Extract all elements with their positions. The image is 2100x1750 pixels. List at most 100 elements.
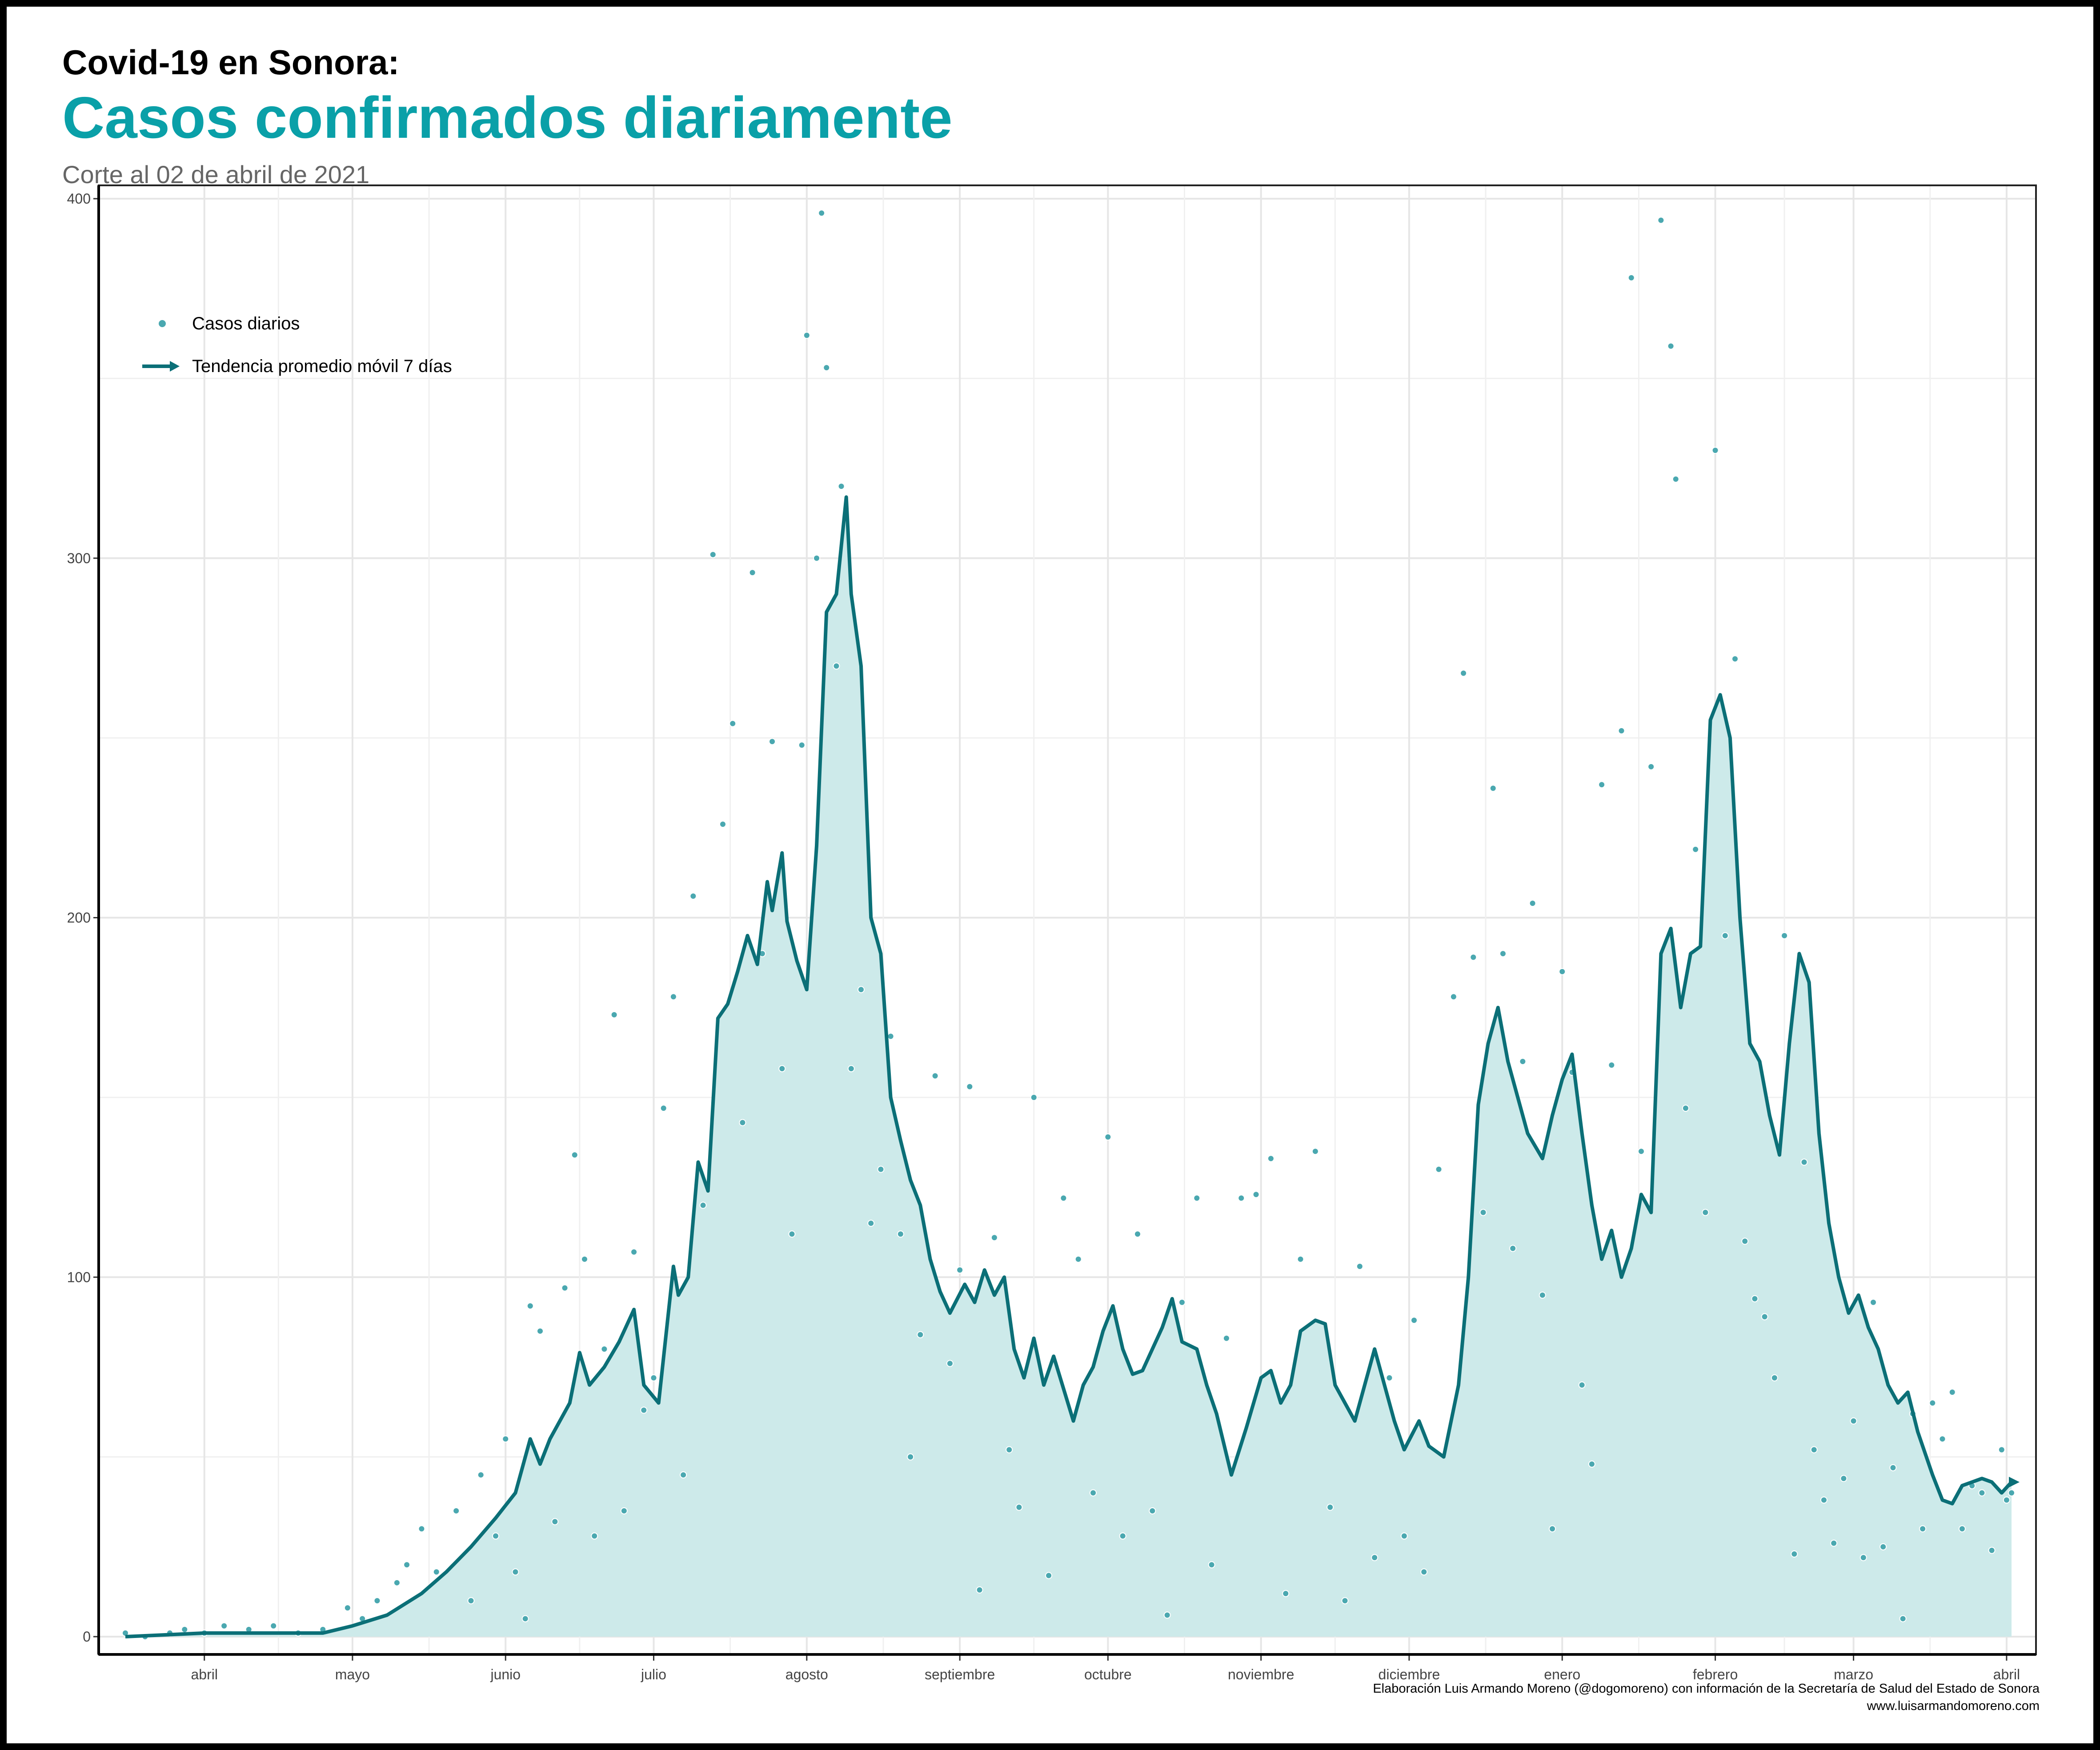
daily-case-point [492, 1532, 500, 1540]
daily-case-point [1529, 900, 1536, 907]
x-tick-label: abril [191, 1666, 217, 1682]
x-tick-label: diciembre [1379, 1666, 1440, 1682]
daily-case-point [1208, 1561, 1215, 1569]
daily-case-point [1608, 1061, 1615, 1069]
daily-case-point [581, 1255, 588, 1263]
daily-case-point [2003, 1496, 2010, 1504]
legend-label-line: Tendencia promedio móvil 7 días [192, 356, 452, 376]
daily-case-point [1006, 1446, 1013, 1454]
daily-case-point [1549, 1525, 1556, 1533]
daily-case-point [1134, 1230, 1142, 1238]
daily-case-point [1435, 1165, 1443, 1173]
daily-case-point [1791, 1550, 1798, 1558]
daily-case-point [373, 1597, 381, 1605]
daily-case-point [1045, 1572, 1053, 1579]
daily-case-point [1899, 1615, 1907, 1622]
daily-case-point [571, 1151, 578, 1159]
daily-case-point [867, 1219, 875, 1227]
daily-case-point [1479, 1209, 1487, 1216]
daily-case-point [1741, 1237, 1749, 1245]
daily-case-point [1386, 1374, 1393, 1382]
y-tick-label: 400 [67, 191, 91, 207]
caption: Elaboración Luis Armando Moreno (@dogomo… [1373, 1680, 2040, 1715]
daily-case-point [418, 1525, 425, 1533]
x-tick-label: mayo [335, 1666, 370, 1682]
daily-case-point [917, 1331, 924, 1338]
daily-case-point [1539, 1291, 1546, 1299]
daily-case-point [1800, 1158, 1808, 1166]
daily-case-point [1667, 342, 1675, 350]
daily-case-point [1672, 475, 1679, 483]
daily-case-point [769, 738, 776, 745]
daily-case-point [1311, 1148, 1319, 1155]
daily-case-point [1919, 1525, 1927, 1533]
y-tick-label: 100 [67, 1269, 91, 1285]
daily-case-point [344, 1604, 351, 1612]
daily-case-point [1929, 1399, 1936, 1407]
daily-case-point [1647, 763, 1655, 770]
x-tick-label: octubre [1084, 1666, 1132, 1682]
daily-case-point [709, 551, 717, 558]
daily-case-point [1371, 1554, 1379, 1562]
daily-case-point [650, 1374, 657, 1382]
daily-case-point [1015, 1503, 1023, 1511]
daily-case-point [990, 1234, 998, 1241]
daily-case-point [1751, 1295, 1759, 1302]
trend-arrow-head [2009, 1477, 2020, 1488]
daily-case-point [1869, 1298, 1877, 1306]
daily-case-point [669, 993, 677, 1001]
daily-case-point [1978, 1489, 1986, 1497]
daily-case-point [1860, 1554, 1867, 1562]
trend-area [125, 497, 2012, 1637]
daily-case-point [1721, 932, 1729, 939]
daily-case-point [1090, 1489, 1097, 1497]
daily-case-point [2008, 1489, 2015, 1497]
legend-point-key [142, 315, 182, 332]
daily-case-point [467, 1597, 475, 1605]
daily-case-point [1074, 1255, 1082, 1263]
daily-case-point [1297, 1255, 1304, 1263]
x-tick-label: junio [490, 1666, 521, 1682]
legend: Casos diarios Tendencia promedio móvil 7… [142, 302, 452, 388]
daily-case-point [1637, 1148, 1645, 1155]
x-tick-label: enero [1544, 1666, 1580, 1682]
daily-case-point [1030, 1093, 1038, 1101]
daily-case-point [1889, 1464, 1897, 1471]
x-tick-label: agosto [785, 1666, 828, 1682]
daily-case-point [907, 1453, 914, 1461]
daily-case-point [788, 1230, 796, 1238]
y-tick-label: 200 [67, 910, 91, 926]
daily-case-point [1692, 845, 1699, 853]
daily-case-point [818, 209, 826, 217]
daily-case-point [502, 1435, 509, 1443]
daily-case-point [521, 1615, 529, 1622]
daily-case-point [1988, 1546, 1996, 1554]
daily-case-point [887, 1033, 894, 1040]
chart-subtitle: Corte al 02 de abril de 2021 [62, 160, 370, 188]
x-tick-label: noviembre [1228, 1666, 1294, 1682]
x-tick-label: febrero [1693, 1666, 1738, 1682]
daily-case-point [877, 1165, 885, 1173]
daily-case-point [1618, 727, 1625, 734]
daily-case-point [931, 1072, 939, 1080]
daily-case-point [1267, 1155, 1274, 1162]
daily-case-point [526, 1302, 534, 1309]
daily-case-point [403, 1561, 411, 1569]
daily-case-point [813, 554, 821, 562]
daily-case-point [798, 741, 806, 749]
daily-case-point [689, 892, 697, 900]
daily-case-point [1400, 1532, 1408, 1540]
legend-item-line: Tendencia promedio móvil 7 días [142, 345, 452, 388]
daily-case-point [1119, 1532, 1126, 1540]
daily-case-point [1850, 1417, 1857, 1425]
daily-case-point [433, 1568, 440, 1576]
daily-case-point [857, 986, 865, 993]
caption-line-2: www.luisarmandomoreno.com [1867, 1699, 2040, 1713]
x-tick-label: abril [1993, 1666, 2020, 1682]
daily-case-point [699, 1201, 707, 1209]
daily-case-point [946, 1360, 954, 1367]
daily-case-point [601, 1346, 608, 1353]
daily-case-point [591, 1532, 598, 1540]
daily-case-point [1702, 1209, 1709, 1216]
